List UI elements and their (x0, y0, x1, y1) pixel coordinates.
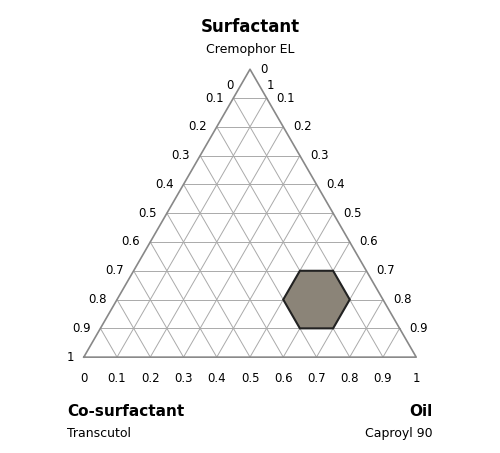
Text: Oil: Oil (410, 404, 433, 419)
Text: Caproyl 90: Caproyl 90 (365, 427, 433, 440)
Text: 0.2: 0.2 (188, 120, 207, 133)
Text: 0.2: 0.2 (293, 120, 312, 133)
Text: 0.6: 0.6 (274, 372, 292, 385)
Text: 0.1: 0.1 (276, 92, 295, 105)
Text: 1: 1 (412, 372, 420, 385)
Text: 0.5: 0.5 (241, 372, 259, 385)
Polygon shape (283, 271, 350, 328)
Text: 0: 0 (226, 79, 234, 92)
Text: 0.1: 0.1 (108, 372, 126, 385)
Text: 0.1: 0.1 (205, 92, 224, 105)
Text: 0.4: 0.4 (155, 178, 174, 191)
Text: 0.3: 0.3 (310, 149, 328, 162)
Text: Transcutol: Transcutol (67, 427, 131, 440)
Text: 0: 0 (260, 63, 268, 76)
Text: 0.9: 0.9 (72, 322, 90, 335)
Text: 0.8: 0.8 (88, 293, 107, 306)
Text: 0.2: 0.2 (141, 372, 160, 385)
Text: 0: 0 (80, 372, 88, 385)
Text: 0.5: 0.5 (343, 207, 361, 220)
Text: Cremophor EL: Cremophor EL (206, 43, 294, 56)
Text: 1: 1 (66, 351, 74, 364)
Text: 0.3: 0.3 (174, 372, 193, 385)
Text: 0.4: 0.4 (326, 178, 345, 191)
Text: 0.6: 0.6 (122, 236, 141, 249)
Text: 0.7: 0.7 (105, 264, 124, 277)
Text: 0.8: 0.8 (340, 372, 359, 385)
Text: 0.9: 0.9 (410, 322, 428, 335)
Text: 0.3: 0.3 (172, 149, 190, 162)
Text: 0.4: 0.4 (208, 372, 226, 385)
Text: 0.8: 0.8 (393, 293, 411, 306)
Text: 0.5: 0.5 (138, 207, 157, 220)
Text: 1: 1 (266, 79, 274, 92)
Text: 0.7: 0.7 (376, 264, 395, 277)
Text: 0.6: 0.6 (360, 236, 378, 249)
Text: 0.9: 0.9 (374, 372, 392, 385)
Text: 0.7: 0.7 (307, 372, 326, 385)
Text: Co-surfactant: Co-surfactant (67, 404, 184, 419)
Text: Surfactant: Surfactant (200, 18, 300, 36)
